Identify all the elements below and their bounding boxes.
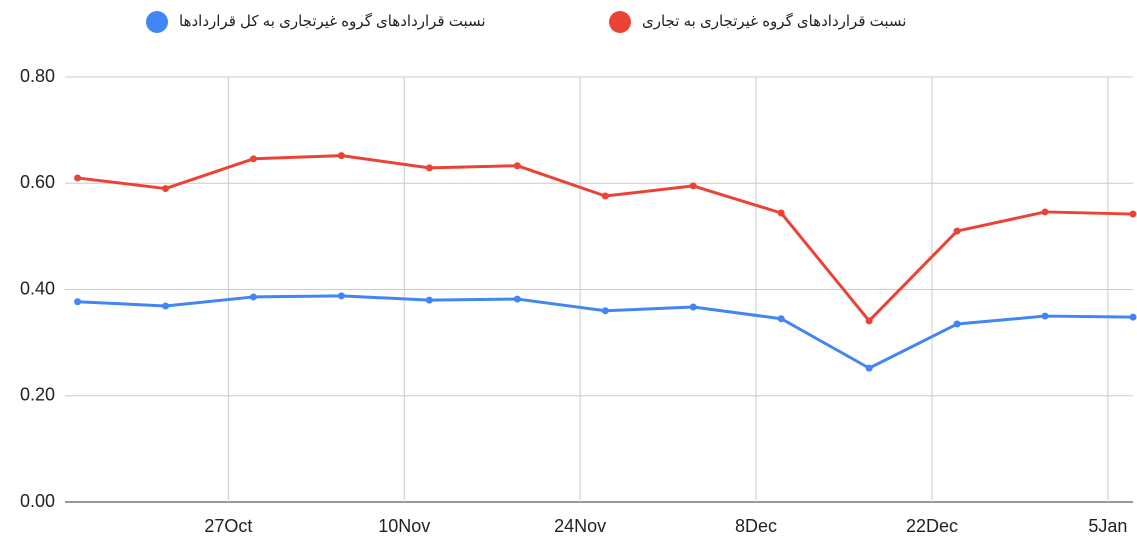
legend-marker xyxy=(146,11,168,33)
y-tick-label: 0.80 xyxy=(20,66,55,86)
data-point xyxy=(777,209,785,217)
data-point xyxy=(689,303,697,311)
data-point xyxy=(1041,208,1049,216)
data-point xyxy=(953,227,961,235)
y-tick-label: 0.40 xyxy=(20,278,55,298)
data-point xyxy=(689,182,697,190)
data-point xyxy=(601,192,609,200)
data-point xyxy=(513,162,521,170)
data-point xyxy=(1129,210,1137,218)
x-tick-label: 24Nov xyxy=(554,516,606,536)
data-point xyxy=(1129,313,1137,321)
x-tick-label: 27Oct xyxy=(204,516,252,536)
x-tick-label: 22Dec xyxy=(906,516,958,536)
legend-label: نسبت قراردادهای گروه غیرتجاری به تجاری xyxy=(642,12,906,30)
data-point xyxy=(425,164,433,172)
data-point xyxy=(865,317,873,325)
data-point xyxy=(513,295,521,303)
data-point xyxy=(162,185,170,193)
data-point xyxy=(425,296,433,304)
data-point xyxy=(74,174,82,182)
data-point xyxy=(337,152,345,160)
data-point xyxy=(162,302,170,310)
x-tick-label: 10Nov xyxy=(378,516,430,536)
data-point xyxy=(865,364,873,372)
y-tick-label: 0.60 xyxy=(20,172,55,192)
legend-label: نسبت قراردادهای گروه غیرتجاری به کل قرار… xyxy=(179,12,486,30)
series-line xyxy=(77,294,1134,370)
data-point xyxy=(953,320,961,328)
data-point xyxy=(1041,312,1049,320)
data-point xyxy=(249,155,257,163)
data-point xyxy=(777,315,785,323)
data-point xyxy=(249,293,257,301)
y-tick-label: 0.20 xyxy=(20,385,55,405)
x-tick-label: 5Jan xyxy=(1088,516,1127,536)
legend-marker xyxy=(609,11,631,33)
series-line xyxy=(77,154,1134,323)
x-tick-label: 8Dec xyxy=(735,516,777,536)
data-point xyxy=(337,292,345,300)
data-point xyxy=(74,298,82,306)
data-point xyxy=(601,307,609,315)
y-tick-label: 0.00 xyxy=(20,491,55,511)
